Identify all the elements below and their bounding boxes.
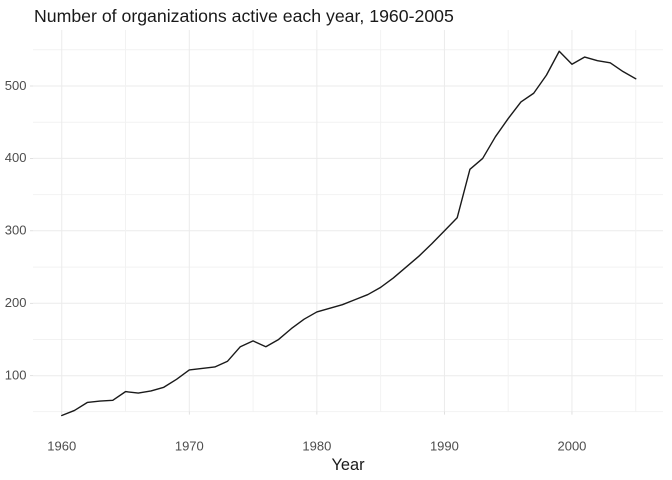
- svg-text:1970: 1970: [175, 439, 204, 454]
- svg-text:2000: 2000: [557, 439, 586, 454]
- svg-text:400: 400: [5, 150, 27, 165]
- svg-text:200: 200: [5, 295, 27, 310]
- svg-text:100: 100: [5, 368, 27, 383]
- svg-text:1990: 1990: [430, 439, 459, 454]
- svg-text:300: 300: [5, 223, 27, 238]
- svg-text:500: 500: [5, 78, 27, 93]
- svg-text:1980: 1980: [302, 439, 331, 454]
- svg-text:Year: Year: [331, 456, 365, 474]
- svg-text:1960: 1960: [47, 439, 76, 454]
